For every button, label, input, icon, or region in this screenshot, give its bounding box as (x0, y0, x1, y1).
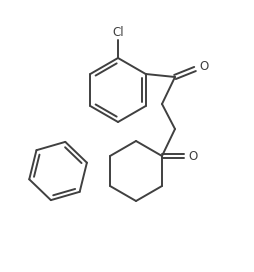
Text: Cl: Cl (112, 26, 124, 39)
Text: O: O (199, 60, 208, 73)
Text: O: O (188, 150, 197, 162)
